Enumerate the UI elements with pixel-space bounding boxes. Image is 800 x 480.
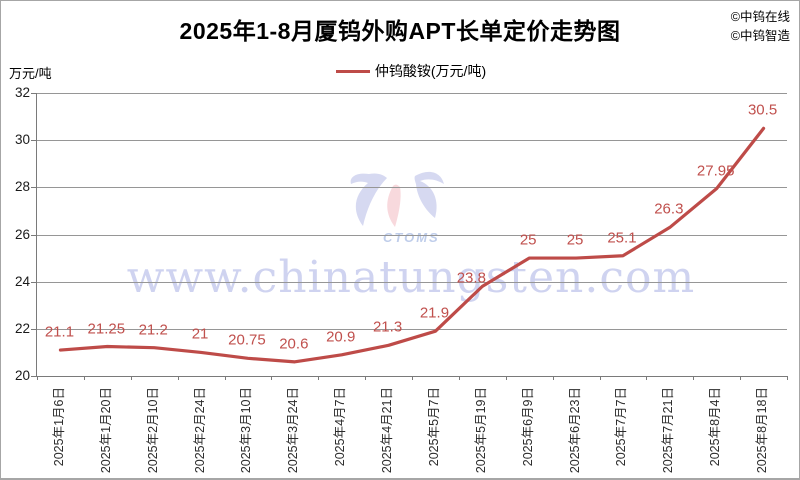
x-tick <box>458 376 460 380</box>
y-tick-label: 20 <box>14 368 30 383</box>
series-line <box>58 126 766 364</box>
x-axis-label: 2025年3月10日 <box>239 387 254 474</box>
watermark-logo-text: CTOMS <box>383 230 440 245</box>
x-tick <box>224 376 226 380</box>
x-axis-label: 2025年6月23日 <box>567 387 582 474</box>
y-tick <box>31 328 37 330</box>
x-tick <box>271 376 273 380</box>
plot-area <box>31 93 788 380</box>
x-axis-label: 2025年1月20日 <box>98 387 113 474</box>
x-axis-label: 2025年4月7日 <box>333 387 348 467</box>
credit-line-1: ©中钨在线 <box>730 10 790 24</box>
y-tick-label: 26 <box>14 226 30 242</box>
data-label: 23.8 <box>456 269 486 287</box>
data-label: 20.6 <box>279 335 309 353</box>
x-axis-label: 2025年1月6日 <box>51 387 66 467</box>
data-label: 21.9 <box>419 304 450 322</box>
x-tick <box>83 376 85 380</box>
data-label: 21.2 <box>138 321 168 339</box>
x-tick <box>599 376 601 380</box>
x-axis-label: 2025年2月24日 <box>192 387 207 474</box>
chart-legend: 仲钨酸铵(万元/吨) <box>36 62 786 80</box>
x-axis-label: 2025年5月19日 <box>473 387 488 474</box>
x-axis-label: 2025年6月9日 <box>520 387 535 467</box>
x-tick <box>740 376 742 380</box>
data-label: 21.25 <box>87 320 126 338</box>
data-label: 21.3 <box>372 318 403 336</box>
gridline <box>37 140 787 142</box>
y-tick-label: 32 <box>14 85 30 100</box>
x-tick <box>130 376 132 380</box>
y-tick <box>31 281 37 283</box>
y-tick-label: 30 <box>14 132 30 148</box>
legend-line-icon <box>335 69 370 73</box>
y-tick <box>31 187 37 189</box>
credits: ©中钨在线 ©中钨智造 <box>731 8 790 46</box>
x-axis-label: 2025年3月24日 <box>286 387 301 474</box>
x-axis-label: 2025年2月10日 <box>145 387 160 474</box>
data-label: 25 <box>566 231 584 249</box>
data-label: 26.3 <box>654 200 684 218</box>
watermark-text: www.chinatungsten.com <box>126 252 696 303</box>
data-label: 27.95 <box>696 162 735 179</box>
data-label: 20.9 <box>326 328 356 346</box>
x-tick <box>787 376 788 380</box>
gridline <box>37 93 787 94</box>
data-label: 21.1 <box>44 323 75 341</box>
x-tick <box>37 376 38 380</box>
x-tick <box>646 376 648 380</box>
x-axis-label: 2025年8月18日 <box>755 387 770 474</box>
credit-line-2: ©中钨智造 <box>730 29 790 43</box>
x-tick <box>505 376 507 380</box>
watermark-logo-icon: CTOMS <box>350 171 444 245</box>
x-tick <box>412 376 413 380</box>
x-tick <box>552 376 554 380</box>
gridline <box>37 328 787 330</box>
x-tick <box>318 376 320 380</box>
x-tick <box>177 376 179 380</box>
x-tick <box>365 376 367 380</box>
y-tick <box>31 376 37 377</box>
y-tick-label: 24 <box>14 273 30 289</box>
gridline <box>37 187 787 189</box>
y-axis-unit-label: 万元/吨 <box>9 66 52 81</box>
data-label: 20.75 <box>228 331 266 349</box>
data-label: 25 <box>519 231 537 249</box>
gridline <box>37 234 787 236</box>
data-label: 25.1 <box>607 229 637 247</box>
data-label: 30.5 <box>747 101 778 119</box>
y-tick-label: 28 <box>14 179 30 195</box>
x-axis-label: 2025年4月21日 <box>380 387 395 474</box>
gridline <box>37 281 787 283</box>
y-tick <box>31 234 37 236</box>
x-axis-label: 2025年7月7日 <box>614 387 629 467</box>
legend-series-label: 仲钨酸铵(万元/吨) <box>374 63 487 79</box>
x-axis-label: 2025年5月7日 <box>426 387 441 467</box>
x-tick <box>693 376 695 380</box>
y-tick <box>31 93 37 94</box>
data-label: 21 <box>191 325 209 343</box>
x-axis-label: 2025年7月21日 <box>661 387 676 474</box>
y-tick-label: 22 <box>14 320 30 336</box>
y-tick <box>31 140 37 142</box>
chart-title: 2025年1-8月厦钨外购APT长单定价走势图 <box>179 18 621 44</box>
x-axis-label: 2025年8月4日 <box>708 387 723 467</box>
